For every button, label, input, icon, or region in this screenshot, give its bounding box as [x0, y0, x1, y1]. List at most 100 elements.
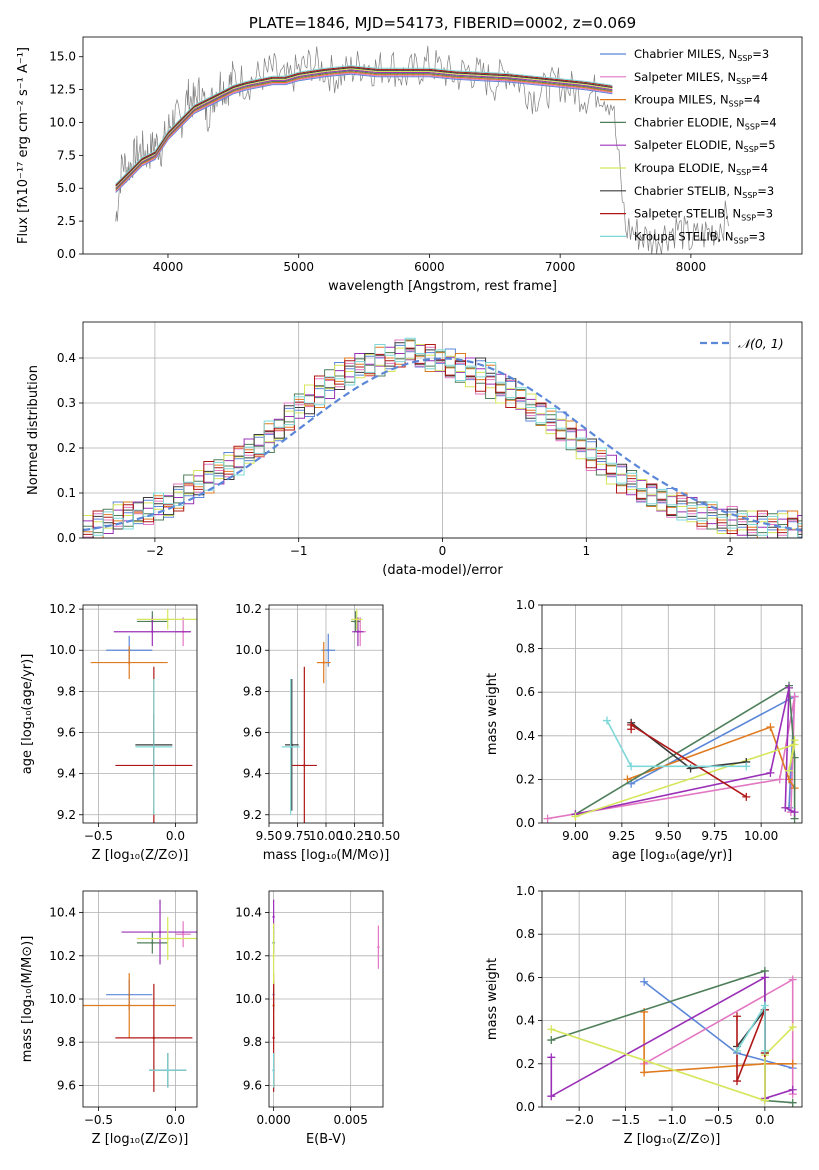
panel-residuals: −2 −1 0 1 2 0.0 0.1 0.2 0.3 0.4 (data-model)/error… [26, 321, 803, 578]
data-point [158, 930, 162, 934]
axes-frame [268, 890, 384, 1108]
plus-marker [785, 766, 793, 775]
legend-label-suffix: =4 [744, 93, 761, 107]
y-tick-label: 15.0 [49, 50, 76, 64]
plus-marker [640, 977, 649, 986]
y-tick-label: 10.0 [49, 115, 76, 129]
y-tick-label: 10.2 [49, 949, 76, 963]
x-tick-label: 10.00 [309, 829, 343, 843]
legend-label-sub: SSP [734, 236, 749, 245]
data-point [152, 745, 156, 749]
hist-step-salpeter-stelib [83, 344, 802, 535]
weight-line-chabrier-elodie [574, 684, 796, 819]
data-point [355, 618, 358, 621]
plus-marker [788, 1023, 797, 1032]
plot-area [90, 609, 197, 823]
x-axis-label: age [log₁₀(age/yr)] [612, 848, 733, 863]
x-axis-label: Z [log₁₀(Z/Z⊙)] [92, 848, 189, 863]
y-tick-label: 1.0 [516, 598, 535, 612]
plus-marker [788, 1098, 797, 1107]
gaussian-curve [83, 357, 802, 532]
plus-marker [790, 736, 799, 745]
y-tick-label: 0.3 [57, 396, 76, 410]
data-point [166, 618, 169, 621]
x-tick-label: 9.00 [562, 829, 589, 843]
legend-label-suffix: =5 [759, 138, 776, 152]
legend-label-main: Chabrier ELODIE, N [634, 115, 745, 129]
model-line-chabrier-elodie [115, 70, 613, 190]
plus-marker [640, 1068, 649, 1077]
model-line-kroupa-stelib [115, 65, 613, 185]
plot-area [543, 681, 799, 823]
y-axis-label: Normed distribution [26, 365, 41, 495]
data-point [166, 1069, 169, 1072]
legend-label-sub: SSP [736, 168, 751, 177]
y-tick-label: 9.8 [243, 1035, 262, 1049]
x-tick-label: 0.005 [333, 1113, 367, 1127]
y-tick-label: 0.2 [516, 1057, 535, 1071]
y-tick-label: 10.2 [49, 602, 76, 616]
legend-label-suffix: =4 [751, 161, 768, 175]
plus-marker [547, 1025, 556, 1034]
panel-weight-vs-age: 9.00 9.25 9.50 9.75 10.00 0.0 0.2 0.4 0.6 0.8 1.0 a… [485, 598, 803, 863]
data-point [128, 1004, 131, 1007]
model-line-kroupa-miles [115, 71, 613, 191]
x-tick-label: 4000 [153, 260, 184, 274]
legend-label-main: Kroupa STELIB, N [634, 229, 734, 243]
y-axis-label: age [log₁₀(age/yr)] [20, 654, 35, 775]
weight-line-kroupa-miles [643, 1012, 793, 1074]
plus-marker [790, 692, 799, 701]
legend-label-sub: SSP [745, 122, 760, 131]
y-tick-label: 10.4 [235, 906, 262, 920]
y-tick-label: 0.0 [516, 1100, 535, 1114]
y-tick-label: 12.5 [49, 83, 76, 97]
legend-label: Chabrier MILES, NSSP=3 [634, 47, 769, 63]
x-tick-label: 10.50 [366, 829, 400, 843]
y-tick-label: 0.8 [516, 642, 535, 656]
y-tick-label: 10.2 [235, 602, 262, 616]
plus-marker [733, 1077, 741, 1086]
weight-line-kroupa-elodie [575, 740, 796, 818]
y-tick-label: 0.0 [57, 531, 76, 545]
legend-label-suffix: =4 [751, 70, 768, 84]
x-tick-label: 0 [439, 544, 447, 558]
legend-label-suffix: =4 [760, 115, 777, 129]
axes-frame [541, 604, 803, 824]
x-tick-label: 9.75 [284, 829, 311, 843]
legend-label-sub: SSP [744, 145, 759, 154]
y-tick-label: 9.6 [243, 1078, 262, 1092]
x-tick-label: 5000 [283, 260, 314, 274]
data-point [377, 945, 380, 949]
legend-label-main: Salpeter STELIB, N [634, 207, 741, 221]
model-line-salpeter-elodie [115, 69, 613, 189]
plot-area [115, 45, 729, 254]
y-tick-label: 9.8 [243, 684, 262, 698]
plus-marker [543, 814, 552, 823]
model-line-salpeter-stelib [115, 66, 613, 186]
y-tick-label: 0.4 [57, 351, 76, 365]
y-tick-label: 7.5 [57, 148, 76, 162]
y-tick-label: 9.8 [57, 684, 76, 698]
model-line-chabrier-miles [115, 73, 613, 193]
model-line-chabrier-stelib [115, 67, 613, 187]
legend-label-main: Kroupa ELODIE, N [634, 161, 736, 175]
plus-marker [627, 720, 636, 729]
plus-marker [603, 716, 611, 725]
plot-area [83, 337, 802, 538]
plus-marker [766, 768, 775, 777]
plot-area [83, 899, 197, 1092]
plus-marker [760, 1001, 769, 1010]
data-point [272, 1069, 275, 1072]
data-point [356, 630, 360, 633]
plus-marker [571, 812, 580, 821]
plus-marker [733, 1012, 741, 1021]
axes-frame [268, 604, 384, 824]
y-axis-label: mass [log₁₀(M/M⊙)] [20, 936, 35, 1063]
y-tick-label: 9.6 [57, 1078, 76, 1092]
y-axis-label: mass weight [485, 958, 500, 1040]
y-tick-label: 0.0 [516, 816, 535, 830]
legend-label: Kroupa MILES, NSSP=4 [634, 93, 760, 109]
x-tick-label: 0.0 [166, 829, 185, 843]
legend-label: Kroupa STELIB, NSSP=3 [634, 229, 765, 245]
